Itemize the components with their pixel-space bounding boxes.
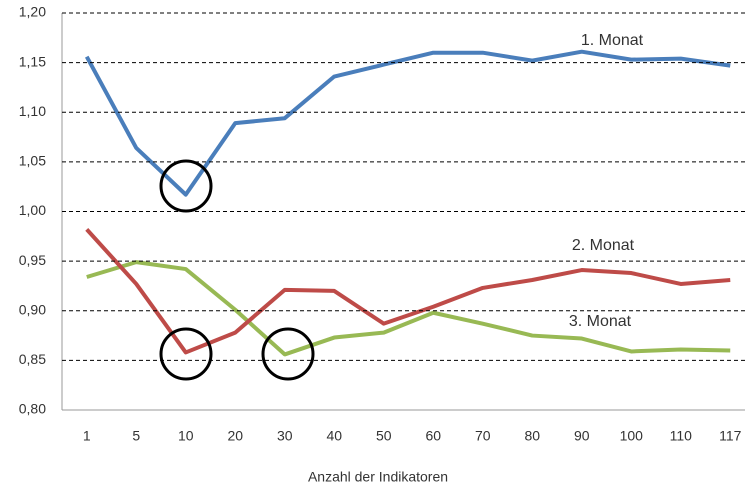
y-tick-label: 1,20 <box>19 4 46 20</box>
y-tick-label: 0,95 <box>19 252 46 268</box>
series-label: 3. Monat <box>569 313 632 330</box>
y-tick-label: 0,90 <box>19 301 46 317</box>
y-tick-label: 1,00 <box>19 202 46 218</box>
highlight-circle <box>159 327 213 381</box>
x-tick-label: 1 <box>83 428 91 444</box>
x-tick-label: 5 <box>132 428 140 444</box>
x-tick-label: 60 <box>425 428 441 444</box>
series-label: 1. Monat <box>581 32 644 49</box>
x-tick-label: 20 <box>227 428 243 444</box>
x-tick-label: 40 <box>326 428 342 444</box>
y-tick-label: 0,80 <box>19 401 46 417</box>
x-axis-label: Anzahl der Indikatoren <box>308 469 448 485</box>
y-tick-label: 1,15 <box>19 53 46 69</box>
x-tick-label: 117 <box>719 428 742 444</box>
x-tick-label: 30 <box>277 428 293 444</box>
series-line <box>85 228 731 355</box>
x-tick-label: 100 <box>620 428 644 444</box>
highlight-circle <box>159 159 213 213</box>
series-line <box>84 49 731 197</box>
x-tick-label: 80 <box>524 428 540 444</box>
x-tick-label: 70 <box>475 428 491 444</box>
x-tick-label: 90 <box>574 428 590 444</box>
x-tick-label: 110 <box>670 428 693 444</box>
series-line <box>86 260 731 357</box>
y-tick-label: 1,05 <box>19 153 46 169</box>
y-tick-label: 1,10 <box>19 103 46 119</box>
highlight-circle <box>261 327 315 381</box>
series-label: 2. Monat <box>572 237 635 254</box>
x-tick-label: 10 <box>178 428 194 444</box>
y-tick-label: 0,85 <box>19 351 46 367</box>
x-tick-label: 50 <box>376 428 392 444</box>
